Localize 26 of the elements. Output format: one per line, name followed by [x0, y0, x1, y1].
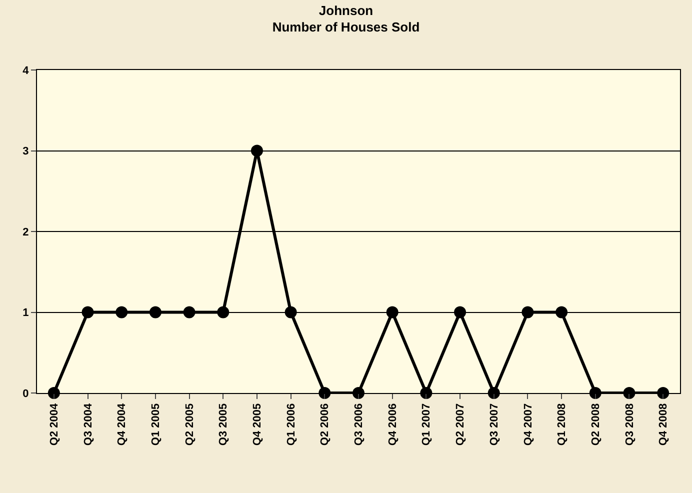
- y-tick-label: 1: [22, 307, 29, 320]
- x-tick-label: Q1 2005: [150, 403, 162, 446]
- x-tick-label: Q3 2008: [624, 403, 636, 446]
- x-tick-label: Q3 2006: [353, 403, 366, 446]
- x-tick-label: Q1 2008: [556, 403, 568, 446]
- y-tick-label: 4: [22, 64, 30, 77]
- x-tick-label: Q1 2006: [285, 403, 298, 446]
- x-tick-label: Q4 2007: [522, 403, 534, 446]
- x-tick-label: Q3 2004: [82, 402, 94, 446]
- y-tick-label: 0: [22, 388, 29, 400]
- x-tick-label: Q2 2006: [319, 403, 332, 446]
- x-tick-label: Q1 2007: [420, 403, 433, 446]
- y-tick-label: 3: [22, 146, 29, 158]
- x-tick-label: Q4 2008: [658, 403, 670, 446]
- x-tick-label: Q3 2005: [218, 403, 230, 446]
- x-tick-label: Q2 2005: [184, 403, 196, 446]
- x-tick-label: Q2 2004: [48, 402, 60, 446]
- chart-subtitle: Number of Houses Sold: [272, 20, 420, 35]
- x-tick-label: Q4 2004: [116, 402, 128, 446]
- x-tick-label: Q3 2007: [488, 403, 500, 446]
- x-tick-label: Q4 2006: [386, 403, 399, 446]
- x-tick-label: Q2 2008: [590, 403, 602, 446]
- chart-title: Johnson: [318, 2, 374, 18]
- x-tick-label: Q4 2005: [252, 403, 264, 446]
- x-tick-label: Q2 2007: [454, 403, 467, 446]
- y-tick-label: 2: [22, 226, 29, 238]
